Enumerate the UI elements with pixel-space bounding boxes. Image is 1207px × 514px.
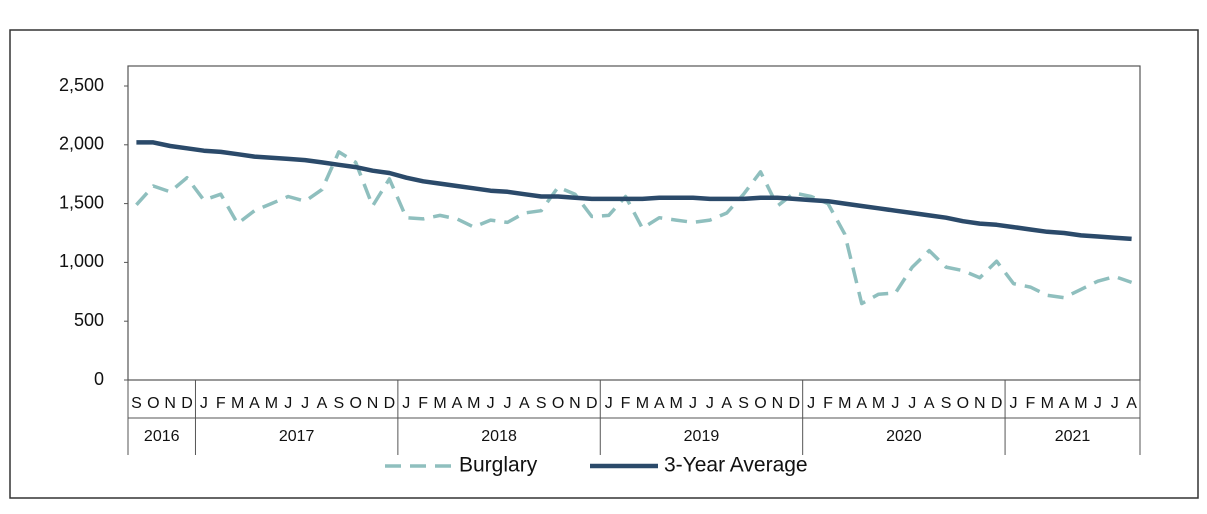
x-tick-label: N <box>367 395 379 412</box>
x-tick-label: F <box>823 395 833 412</box>
legend-label: 3-Year Average <box>664 454 808 477</box>
x-tick-label: O <box>147 395 159 412</box>
x-tick-label: J <box>605 395 613 412</box>
x-tick-label: J <box>504 395 512 412</box>
x-tick-label: F <box>216 395 226 412</box>
x-tick-label: M <box>1074 395 1087 412</box>
x-tick-label: D <box>788 395 800 412</box>
x-tick-label: O <box>957 395 969 412</box>
x-tick-label: J <box>1010 395 1018 412</box>
year-label: 2021 <box>1055 428 1091 445</box>
y-tick-label: 1,000 <box>59 251 104 271</box>
x-tick-label: J <box>200 395 208 412</box>
x-tick-label: J <box>689 395 697 412</box>
x-tick-label: S <box>333 395 344 412</box>
year-label: 2020 <box>886 428 922 445</box>
x-tick-label: M <box>1041 395 1054 412</box>
x-tick-label: S <box>131 395 142 412</box>
series-line <box>136 140 1132 242</box>
x-tick-label: A <box>519 395 530 412</box>
x-tick-label: A <box>249 395 260 412</box>
x-tick-label: O <box>552 395 564 412</box>
x-tick-label: A <box>317 395 328 412</box>
legend-label: Burglary <box>459 454 538 477</box>
frame <box>9 29 1199 499</box>
x-tick-label: N <box>772 395 784 412</box>
x-tick-label: N <box>569 395 581 412</box>
year-label: 2019 <box>684 428 720 445</box>
x-tick-label: M <box>467 395 480 412</box>
x-tick-label: J <box>284 395 292 412</box>
x-tick-label: J <box>807 395 815 412</box>
x-tick-label: M <box>433 395 446 412</box>
x-tick-label: S <box>738 395 749 412</box>
y-tick-label: 2,000 <box>59 134 104 154</box>
x-tick-label: M <box>838 395 851 412</box>
x-tick-label: F <box>1025 395 1035 412</box>
x-tick-label: O <box>349 395 361 412</box>
x-tick-label: S <box>941 395 952 412</box>
year-label: 2016 <box>144 428 180 445</box>
x-tick-label: M <box>231 395 244 412</box>
x-tick-label: J <box>1111 395 1119 412</box>
x-tick-label: F <box>621 395 631 412</box>
x-tick-label: J <box>706 395 714 412</box>
year-label: 2018 <box>481 428 517 445</box>
x-tick-label: N <box>974 395 986 412</box>
x-tick-label: D <box>586 395 598 412</box>
y-tick-label: 0 <box>94 369 104 389</box>
x-tick-label: A <box>1126 395 1137 412</box>
x-tick-label: A <box>924 395 935 412</box>
x-tick-label: J <box>402 395 410 412</box>
x-tick-label: O <box>754 395 766 412</box>
x-tick-label: D <box>991 395 1003 412</box>
x-tick-label: A <box>1059 395 1070 412</box>
x-tick-label: J <box>908 395 916 412</box>
x-tick-label: J <box>1094 395 1102 412</box>
x-tick-label: F <box>418 395 428 412</box>
x-tick-label: M <box>265 395 278 412</box>
y-tick-label: 1,500 <box>59 192 104 212</box>
x-tick-label: J <box>891 395 899 412</box>
x-tick-label: D <box>181 395 193 412</box>
x-tick-label: S <box>536 395 547 412</box>
x-tick-label: J <box>301 395 309 412</box>
series-line <box>135 150 1133 306</box>
x-tick-label: A <box>721 395 732 412</box>
year-label: 2017 <box>279 428 315 445</box>
x-tick-label: M <box>670 395 683 412</box>
x-tick-label: J <box>487 395 495 412</box>
y-tick-label: 500 <box>74 310 104 330</box>
x-tick-label: A <box>654 395 665 412</box>
x-tick-label: N <box>164 395 176 412</box>
x-tick-label: A <box>452 395 463 412</box>
x-tick-label: A <box>856 395 867 412</box>
y-tick-label: 2,500 <box>59 75 104 95</box>
x-tick-label: M <box>872 395 885 412</box>
x-tick-label: M <box>636 395 649 412</box>
x-tick-label: D <box>384 395 396 412</box>
plot-area <box>127 65 1141 381</box>
